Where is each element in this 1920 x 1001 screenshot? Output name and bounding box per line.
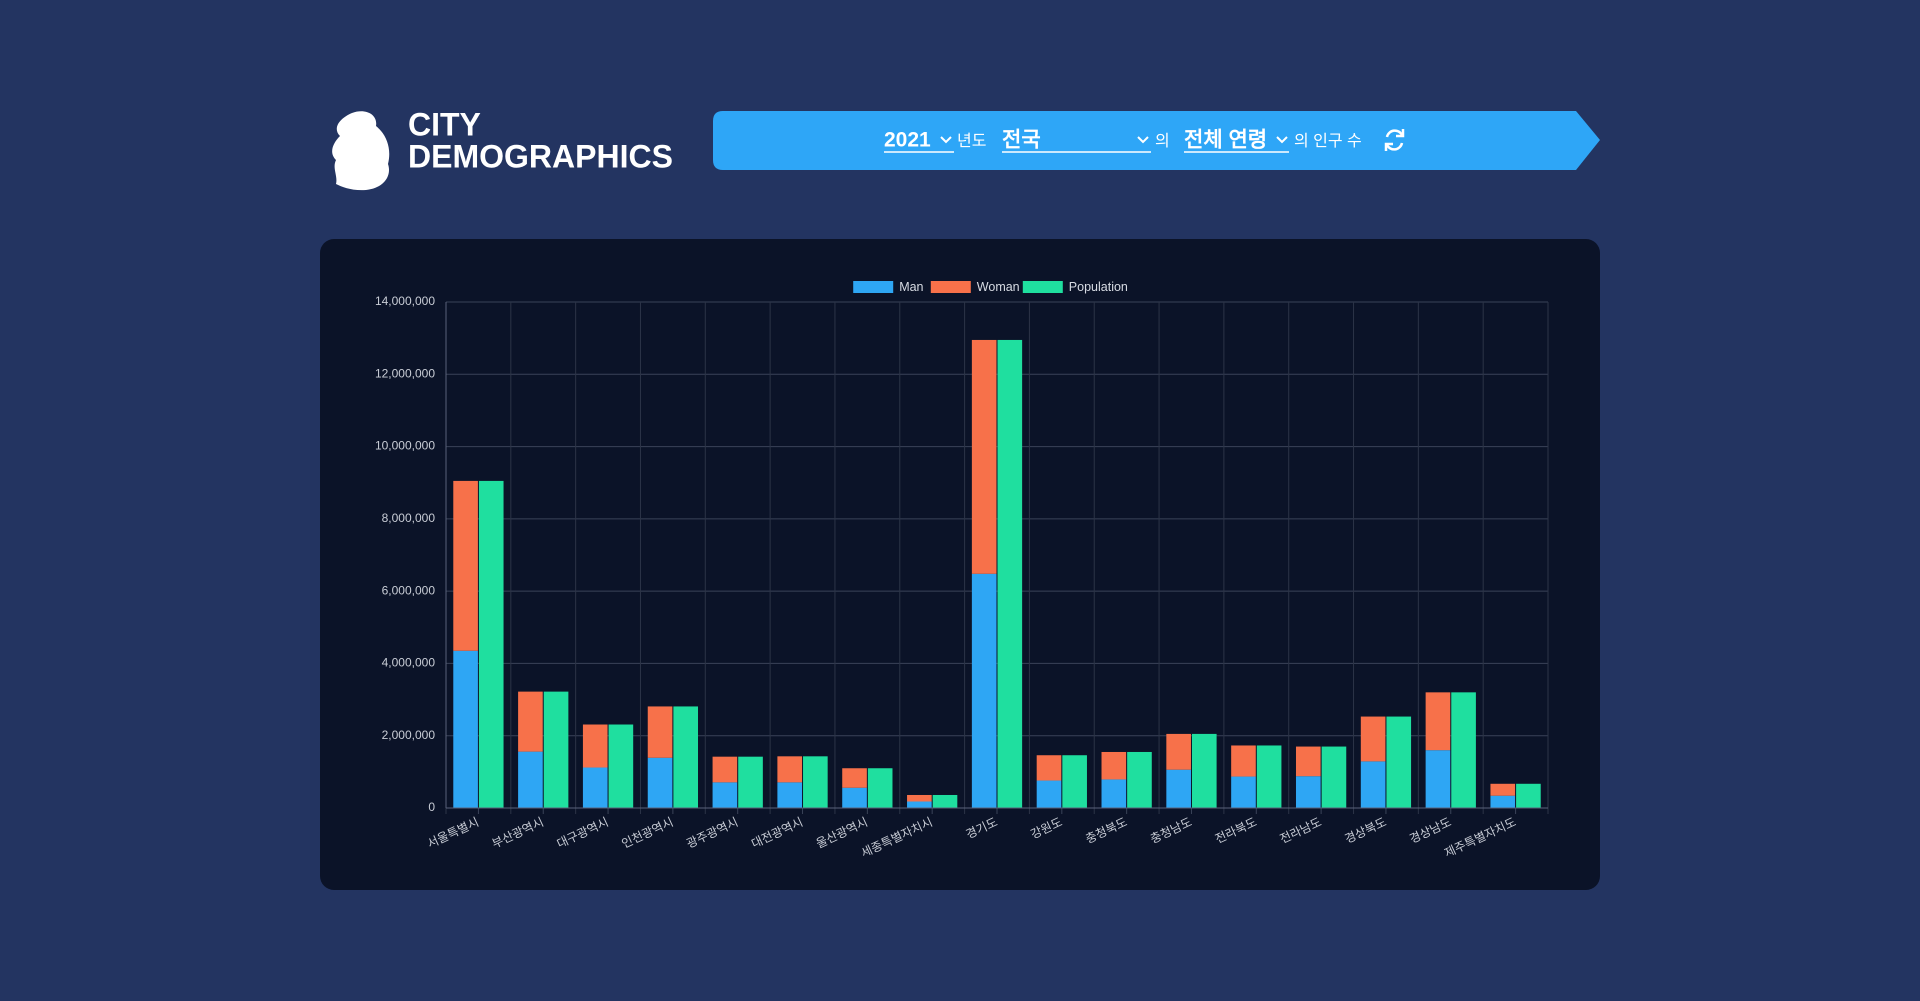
refresh-head <box>1396 129 1405 138</box>
bar <box>1451 692 1476 808</box>
y-tick-label: 0 <box>428 800 435 814</box>
logo-icon <box>332 111 390 191</box>
bar <box>518 691 543 752</box>
year-suffix: 년도 <box>957 132 986 150</box>
dropdown-arrow <box>1276 136 1288 144</box>
bar <box>1191 733 1217 808</box>
bar <box>1036 780 1062 808</box>
bar <box>647 757 673 808</box>
bar <box>673 706 699 808</box>
filter-banner <box>713 111 1600 170</box>
age-value: 전체 연령 <box>1184 129 1267 152</box>
legend-swatch <box>930 281 971 293</box>
y-tick-label: 8,000,000 <box>382 511 436 525</box>
bar <box>1166 733 1191 770</box>
bar <box>971 573 997 808</box>
bar <box>647 706 673 758</box>
bar <box>1127 751 1152 808</box>
bar <box>842 768 867 788</box>
bar <box>1490 795 1516 808</box>
bar <box>1321 746 1347 808</box>
y-tick-label: 4,000,000 <box>382 656 436 670</box>
region-select[interactable]: 전국 <box>1002 129 1151 153</box>
bar <box>1101 779 1127 808</box>
bar <box>738 756 763 808</box>
bar <box>1360 716 1386 762</box>
legend-swatch <box>853 281 894 293</box>
bar <box>1516 783 1541 808</box>
bar <box>971 339 997 574</box>
y-tick-label: 6,000,000 <box>382 583 436 597</box>
bar <box>1101 751 1127 780</box>
legend-label: Woman <box>977 280 1020 294</box>
bar <box>712 756 738 783</box>
y-tick-label: 2,000,000 <box>382 728 436 742</box>
bar <box>1386 716 1412 808</box>
bar <box>1295 746 1321 777</box>
region-value: 전국 <box>1002 129 1041 152</box>
bar <box>1360 761 1386 808</box>
bar <box>777 782 803 808</box>
refresh-arc <box>1385 129 1404 138</box>
bar <box>842 787 867 808</box>
bar <box>543 691 569 808</box>
bar <box>1425 750 1451 808</box>
bar <box>518 751 543 808</box>
y-tick-label: 12,000,000 <box>375 366 435 380</box>
year-value: 2021 <box>884 129 931 152</box>
bar <box>453 480 478 651</box>
bar <box>803 756 828 808</box>
bar <box>608 724 634 808</box>
age-suffix: 의 인구 수 <box>1294 132 1362 150</box>
dropdown-arrow <box>1137 136 1149 144</box>
bar <box>907 794 932 802</box>
bar <box>1062 755 1087 808</box>
bar <box>997 339 1023 808</box>
bar <box>907 801 932 808</box>
bar <box>582 767 608 808</box>
bar <box>582 724 608 768</box>
bar <box>1036 755 1062 781</box>
legend-label: Man <box>899 280 923 294</box>
logo-title: CITY <box>408 106 481 142</box>
logo-title: DEMOGRAPHICS <box>408 138 673 174</box>
bar <box>1425 692 1451 751</box>
refresh-head <box>1384 142 1393 151</box>
legend-label: Population <box>1069 280 1128 294</box>
bar <box>1490 783 1516 796</box>
bar <box>453 650 478 808</box>
bar <box>1231 745 1256 777</box>
dropdown-arrow <box>940 136 952 144</box>
bar <box>1166 769 1191 808</box>
y-tick-label: 14,000,000 <box>375 294 435 308</box>
bar <box>478 480 504 808</box>
refresh-button[interactable] <box>1384 129 1405 151</box>
bar <box>1295 776 1321 808</box>
legend-swatch <box>1022 281 1063 293</box>
age-select[interactable]: 전체 연령 <box>1184 129 1289 153</box>
chart: 0 2,000,000 4,000,000 6,000,000 8,000,000 10,… <box>375 280 1549 860</box>
bar <box>867 768 893 808</box>
bar <box>1231 776 1256 808</box>
bar <box>712 782 738 808</box>
bar <box>777 756 803 783</box>
region-suffix: 의 <box>1155 132 1170 150</box>
bar <box>1256 745 1282 808</box>
bar <box>932 794 958 808</box>
refresh-arc <box>1385 142 1404 151</box>
y-tick-label: 10,000,000 <box>375 439 435 453</box>
year-select[interactable]: 2021 <box>884 129 954 153</box>
